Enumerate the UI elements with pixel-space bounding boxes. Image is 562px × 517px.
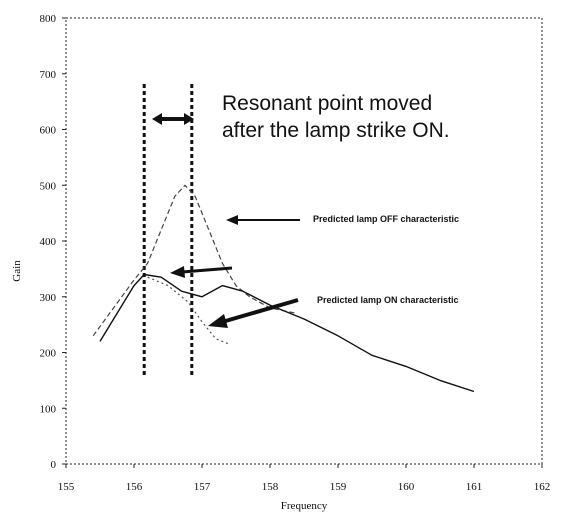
resonant-markers bbox=[142, 84, 194, 378]
x-axis-title: Frequency bbox=[281, 500, 328, 512]
arrow-off-icon bbox=[226, 215, 300, 225]
x-tick-label: 158 bbox=[262, 481, 279, 493]
series-lines bbox=[92, 184, 475, 393]
annotation-resonant-line2: after the lamp strike ON. bbox=[222, 119, 450, 142]
series-line-3 bbox=[147, 276, 230, 345]
x-tick-label: 157 bbox=[194, 481, 211, 493]
y-axis-title: Gain bbox=[11, 260, 23, 282]
arrow-peak-icon bbox=[170, 266, 233, 278]
series-line-1 bbox=[92, 184, 298, 337]
x-tick-label: 161 bbox=[466, 481, 483, 493]
y-tick-label: 800 bbox=[40, 13, 57, 25]
annotation-resonant-line1: Resonant point moved bbox=[222, 92, 432, 115]
x-tick-label: 160 bbox=[398, 481, 415, 493]
x-tick-label: 156 bbox=[126, 481, 143, 493]
x-tick-label: 155 bbox=[58, 481, 75, 493]
arrow-on-icon bbox=[208, 298, 299, 328]
axis-ticks: 155 156 157 158 159 160 161 162 0 100 200 300 400 500… bbox=[40, 13, 551, 493]
y-tick-label: 700 bbox=[40, 69, 57, 81]
annotation-off-label: Predicted lamp OFF characteristic bbox=[313, 214, 459, 224]
y-tick-label: 100 bbox=[40, 403, 57, 415]
plot-frame bbox=[65, 17, 543, 465]
x-tick-label: 159 bbox=[330, 481, 347, 493]
x-tick-label: 162 bbox=[534, 481, 551, 493]
annotation-on-label: Predicted lamp ON characteristic bbox=[317, 295, 459, 305]
y-tick-label: 300 bbox=[40, 292, 57, 304]
y-tick-label: 200 bbox=[40, 348, 57, 360]
y-tick-label: 400 bbox=[40, 236, 57, 248]
series-line-2 bbox=[99, 273, 475, 393]
y-tick-label: 0 bbox=[51, 459, 57, 471]
y-tick-label: 600 bbox=[40, 125, 57, 137]
double-arrow-icon bbox=[152, 113, 194, 125]
y-tick-label: 500 bbox=[40, 180, 57, 192]
